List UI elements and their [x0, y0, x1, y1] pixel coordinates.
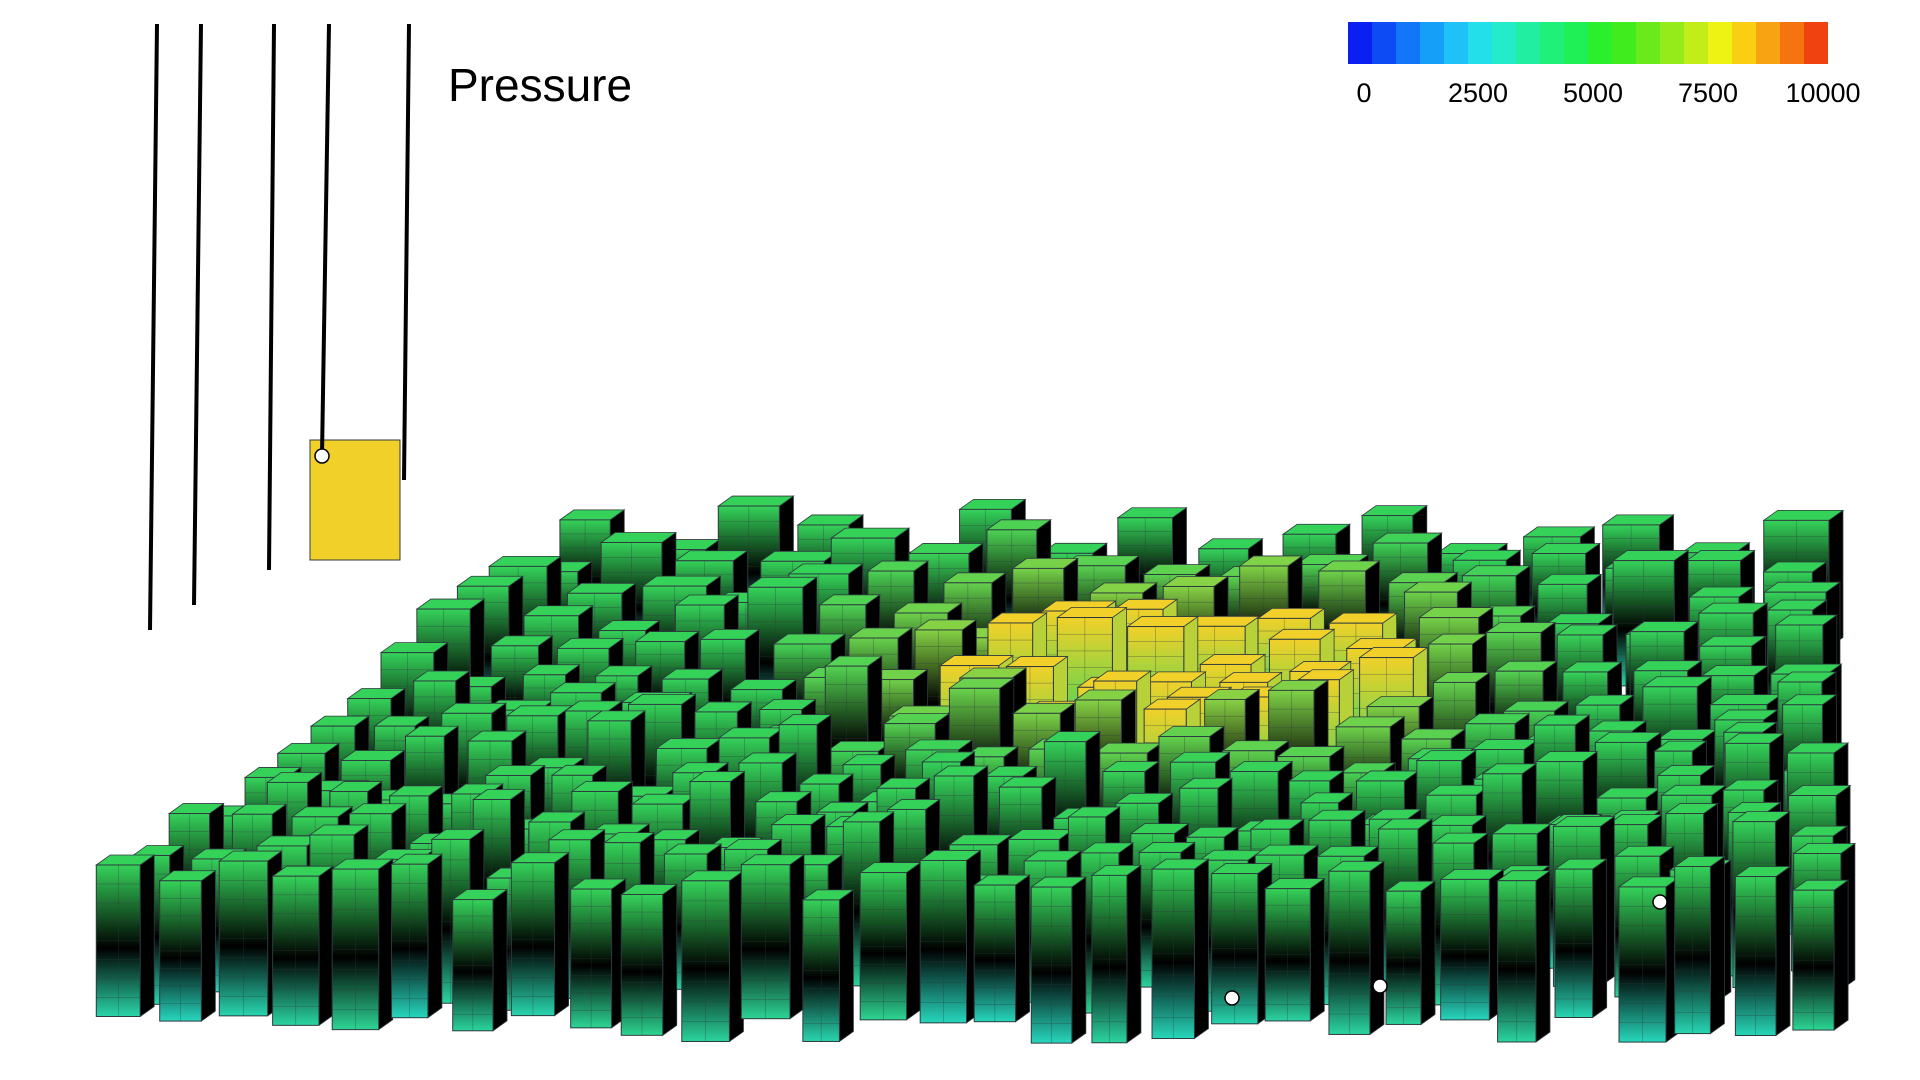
- block-side-face: [1592, 858, 1608, 1019]
- well-marker: [1224, 990, 1240, 1006]
- well-line: [192, 23, 203, 606]
- legend-swatch: [1804, 22, 1828, 64]
- block-side-face: [1369, 860, 1385, 1036]
- well-marker: [1372, 978, 1388, 994]
- legend-tick-2500: 2500: [1447, 78, 1509, 108]
- legend-swatch: [1420, 22, 1444, 64]
- well-marker: [1652, 894, 1668, 910]
- legend-swatch: [1348, 22, 1372, 64]
- legend-swatch: [1660, 22, 1684, 64]
- grid-blocks: [95, 439, 1857, 1044]
- block-side-face: [1015, 874, 1030, 1023]
- legend-tick-10000: 10000: [1785, 78, 1861, 108]
- legend-swatch: [1468, 22, 1492, 64]
- block-side-face: [1833, 879, 1849, 1031]
- legend-swatch: [1564, 22, 1588, 64]
- legend-swatch: [1708, 22, 1732, 64]
- block-side-face: [1071, 876, 1087, 1044]
- block-side-face: [839, 889, 854, 1043]
- plot-title: Pressure: [448, 59, 633, 111]
- legend-swatch: [1540, 22, 1564, 64]
- block-side-face: [378, 858, 394, 1031]
- legend-swatch: [1756, 22, 1780, 64]
- legend-colorbar: [1348, 22, 1828, 64]
- legend-swatch: [1516, 22, 1540, 64]
- block-side-face: [1535, 869, 1551, 1043]
- block-side-face: [1420, 880, 1436, 1026]
- block-side-face: [200, 869, 216, 1022]
- block-side-face: [1194, 858, 1209, 1040]
- block-top-face: [830, 527, 911, 539]
- well-line: [402, 23, 411, 481]
- legend-swatch: [1732, 22, 1756, 64]
- block-top-face: [717, 495, 795, 507]
- legend-tick-7500: 7500: [1677, 78, 1739, 108]
- block-side-face: [906, 861, 921, 1021]
- well-lines: [148, 23, 1668, 1006]
- block-top-face: [1762, 509, 1845, 521]
- legend-swatch: [1684, 22, 1708, 64]
- legend-swatch: [1588, 22, 1612, 64]
- legend-tick-5000: 5000: [1562, 78, 1624, 108]
- block-side-face: [1775, 865, 1791, 1037]
- block-side-face: [554, 851, 569, 1017]
- legend-swatch: [1492, 22, 1516, 64]
- block-top-face: [1763, 581, 1842, 593]
- block-side-face: [662, 883, 678, 1037]
- legend-swatch: [1612, 22, 1636, 64]
- block-top-face: [641, 575, 722, 587]
- well-line: [267, 23, 276, 571]
- legend-tick-0: 0: [1356, 78, 1372, 108]
- block-top-face: [1611, 550, 1690, 561]
- block-side-face: [1309, 877, 1325, 1022]
- block-side-face: [1126, 864, 1142, 1044]
- block-side-face: [139, 854, 155, 1018]
- block-side-face: [492, 888, 508, 1032]
- legend-swatch: [1396, 22, 1420, 64]
- well-line: [320, 23, 331, 456]
- block-top-face: [759, 550, 840, 562]
- block-side-face: [318, 865, 334, 1027]
- block-side-face: [427, 853, 443, 1019]
- well-marker: [314, 448, 330, 464]
- legend-swatch: [1636, 22, 1660, 64]
- legend-swatch: [1444, 22, 1468, 64]
- legend-swatch: [1372, 22, 1396, 64]
- block-side-face: [1709, 855, 1725, 1035]
- well-line: [148, 23, 159, 631]
- block-side-face: [789, 853, 805, 1020]
- legend-swatch: [1780, 22, 1804, 64]
